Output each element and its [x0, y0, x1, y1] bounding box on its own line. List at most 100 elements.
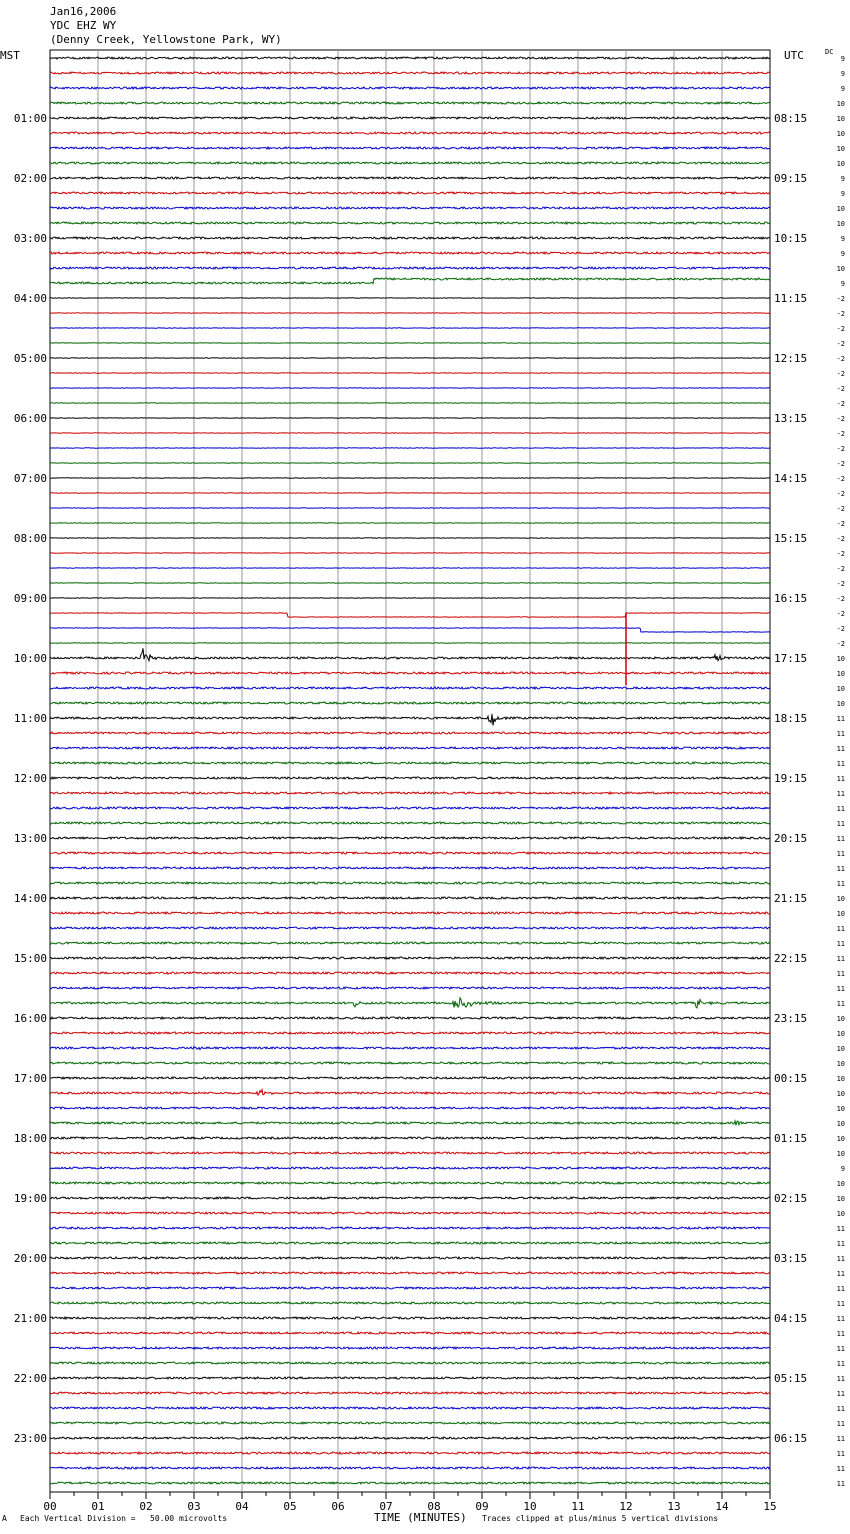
trace-row: [49, 1210, 771, 1215]
dc-offset-label: 10: [837, 1210, 845, 1218]
right-hour-label: 12:15: [774, 352, 807, 365]
dc-offset-label: 10: [837, 1135, 845, 1143]
trace-row: [49, 1060, 770, 1066]
dc-offset-label: 10: [837, 1075, 845, 1083]
trace-row: [49, 926, 771, 930]
x-tick-label: 12: [619, 1500, 632, 1513]
left-hour-label: 22:00: [14, 1372, 47, 1385]
dc-offset-label: -2: [837, 385, 845, 393]
trace-row: [49, 986, 771, 990]
dc-offset-label: 11: [837, 1435, 845, 1443]
dc-offset-label: 11: [837, 1360, 845, 1368]
trace-row: [49, 220, 771, 226]
dc-offset-label: 9: [841, 250, 845, 258]
x-tick-label: 08: [427, 1500, 440, 1513]
left-hour-label: 02:00: [14, 172, 47, 185]
trace-row: [50, 1406, 771, 1410]
dc-offset-label: 11: [837, 805, 845, 813]
right-hour-label: 11:15: [774, 292, 807, 305]
trace-row: [49, 1270, 771, 1276]
dc-offset-label: 11: [837, 1000, 845, 1008]
right-hour-label: 15:15: [774, 532, 807, 545]
trace-row: [49, 277, 771, 285]
dc-offset-label: 10: [837, 145, 845, 153]
dc-offset-label: 10: [837, 1105, 845, 1113]
right-hour-label: 23:15: [774, 1012, 807, 1025]
trace-row: [49, 746, 771, 751]
trace-row: [49, 1286, 771, 1290]
dc-offset-label: 10: [837, 100, 845, 108]
left-hour-label: 14:00: [14, 892, 47, 905]
trace-row: [49, 1015, 771, 1021]
dc-offset-label: 9: [841, 175, 845, 183]
trace-row: [49, 880, 771, 886]
x-tick-label: 03: [187, 1500, 200, 1513]
dc-offset-label: 11: [837, 1270, 845, 1278]
dc-offset-label: 11: [837, 1450, 845, 1458]
dc-offset-label: -2: [837, 310, 845, 318]
left-hour-label: 23:00: [14, 1432, 47, 1445]
dc-offset-label: -2: [837, 325, 845, 333]
dc-offset-label: 9: [841, 235, 845, 243]
trace-row: [49, 1151, 771, 1155]
left-timezone-label: MST: [0, 49, 20, 62]
trace-row: [49, 1225, 771, 1231]
left-hour-label: 20:00: [14, 1252, 47, 1265]
dc-offset-label: 9: [841, 70, 845, 78]
trace-row: [49, 116, 771, 120]
x-tick-label: 00: [43, 1500, 56, 1513]
trace-row: [49, 1450, 771, 1456]
trace-row: [49, 790, 771, 796]
dc-offset-label: 11: [837, 835, 845, 843]
trace-row: [49, 1391, 771, 1396]
left-hour-label: 10:00: [14, 652, 47, 665]
dc-offset-label: 11: [837, 970, 845, 978]
trace-row: [49, 190, 771, 196]
trace-row: [49, 731, 771, 735]
right-hour-label: 02:15: [774, 1192, 807, 1205]
trace-row: [49, 130, 771, 135]
plot-date: Jan16,2006: [50, 5, 117, 18]
dc-offset-label: 10: [837, 655, 845, 663]
dc-offset-label: 10: [837, 130, 845, 138]
trace-row: [49, 1345, 771, 1351]
dc-offset-label: 11: [837, 745, 845, 753]
dc-offset-label: 10: [837, 1180, 845, 1188]
dc-offset-label: 10: [837, 205, 845, 213]
dc-column-label: DC: [825, 48, 834, 56]
trace-row: [49, 1119, 771, 1127]
trace-row: [50, 627, 771, 633]
trace-row: [49, 1087, 771, 1097]
right-timezone-label: UTC: [784, 49, 804, 62]
trace-row: [49, 101, 771, 105]
x-axis-label: TIME (MINUTES): [374, 1511, 467, 1524]
dc-offset-label: 11: [837, 1345, 845, 1353]
dc-offset-label: 10: [837, 1195, 845, 1203]
dc-offset-label: -2: [837, 535, 845, 543]
dc-offset-label: -2: [837, 580, 845, 588]
dc-offset-label: -2: [837, 625, 845, 633]
trace-row: [49, 206, 771, 210]
dc-offset-label: 9: [841, 55, 845, 63]
right-hour-label: 14:15: [774, 472, 807, 485]
dc-offset-label: -2: [837, 565, 845, 573]
trace-row: [49, 820, 771, 825]
dc-offset-label: 11: [837, 865, 845, 873]
trace-row: [49, 145, 771, 151]
left-hour-label: 04:00: [14, 292, 47, 305]
trace-row: [50, 1076, 771, 1080]
dc-offset-label: -2: [837, 415, 845, 423]
trace-row: [49, 1315, 771, 1321]
trace-row: [49, 175, 771, 181]
right-hour-label: 01:15: [774, 1132, 807, 1145]
clipping-note: Traces clipped at plus/minus 5 vertical …: [482, 1514, 719, 1523]
trace-row: [49, 85, 771, 91]
trace-row: [49, 910, 771, 916]
trace-row: [49, 1255, 771, 1261]
dc-offset-label: -2: [837, 430, 845, 438]
dc-offset-label: 9: [841, 85, 845, 93]
left-hour-label: 13:00: [14, 832, 47, 845]
trace-row: [49, 806, 771, 811]
trace-row: [49, 1330, 771, 1336]
